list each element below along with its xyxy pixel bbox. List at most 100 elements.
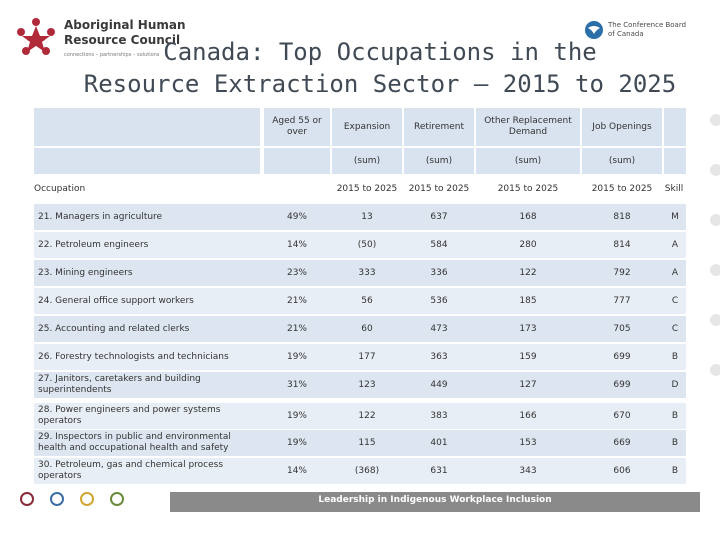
header-period-retirement: 2015 to 2025 — [408, 183, 470, 194]
cell-other-replacement: 159 — [519, 351, 537, 362]
board-name: The Conference Board of Canada — [608, 21, 687, 38]
cell-retirement: 363 — [430, 351, 448, 362]
cell-job-openings: 818 — [613, 211, 631, 222]
header-aged-col: Aged 55 or over — [264, 108, 330, 146]
cell-aged: 19% — [286, 410, 307, 421]
cell-retirement: 584 — [430, 239, 448, 250]
cell-retirement: 401 — [430, 437, 448, 448]
cell-expansion: 13 — [361, 211, 373, 222]
header-sum-openings: (sum) — [582, 148, 662, 174]
table-row — [34, 344, 686, 370]
cell-retirement: 631 — [430, 465, 448, 476]
cell-other-replacement: 168 — [519, 211, 537, 222]
table-row — [34, 288, 686, 314]
cell-expansion: (50) — [357, 239, 377, 250]
cell-job-openings: 814 — [613, 239, 631, 250]
footer-circle-green — [110, 492, 124, 506]
cell-aged: 19% — [286, 437, 307, 448]
page-title: Canada: Top Occupations in the Resource … — [60, 36, 700, 100]
cell-aged: 19% — [286, 351, 307, 362]
cell-job-openings: 699 — [613, 351, 631, 362]
header-sum-other: (sum) — [476, 148, 580, 174]
ahrc-emblem-icon — [17, 18, 55, 55]
cell-skill: D — [671, 379, 679, 390]
cell-occupation: 30. Petroleum, gas and chemical process … — [38, 460, 224, 481]
footer-banner-text: Leadership in Indigenous Workplace Inclu… — [318, 495, 552, 505]
cell-other-replacement: 185 — [519, 295, 537, 306]
cell-other-replacement: 153 — [519, 437, 537, 448]
header-blank-block-2 — [34, 148, 260, 174]
conference-board-logo: The Conference Board of Canada — [584, 20, 704, 46]
table-row — [34, 403, 686, 429]
cell-aged: 49% — [286, 211, 307, 222]
cell-retirement: 473 — [430, 323, 448, 334]
cell-skill: C — [671, 295, 679, 306]
header-sum-retirement: (sum) — [404, 148, 474, 174]
cell-retirement: 637 — [430, 211, 448, 222]
header-sum-expansion: (sum) — [332, 148, 402, 174]
table-row — [34, 260, 686, 286]
header-period-expansion: 2015 to 2025 — [336, 183, 398, 194]
cell-aged: 14% — [286, 465, 307, 476]
header-job-openings: Job Openings — [582, 108, 662, 146]
cell-skill: C — [671, 323, 679, 334]
cell-aged: 23% — [286, 267, 307, 278]
cell-expansion: 177 — [358, 351, 376, 362]
cell-skill: B — [671, 410, 679, 421]
cell-job-openings: 777 — [613, 295, 631, 306]
header-other-replacement: Other Replacement Demand — [476, 108, 580, 146]
cell-retirement: 336 — [430, 267, 448, 278]
cell-skill: B — [671, 351, 679, 362]
cell-expansion: 60 — [361, 323, 373, 334]
footer-circle-blue — [50, 492, 64, 506]
cell-job-openings: 699 — [613, 379, 631, 390]
footer-banner: Leadership in Indigenous Workplace Inclu… — [170, 492, 700, 512]
cell-aged: 14% — [286, 239, 307, 250]
cell-retirement: 449 — [430, 379, 448, 390]
cell-job-openings: 705 — [613, 323, 631, 334]
cell-retirement: 536 — [430, 295, 448, 306]
table-row — [34, 372, 686, 398]
cell-occupation: 28. Power engineers and power systems op… — [38, 405, 221, 426]
cell-job-openings: 606 — [613, 465, 631, 476]
header-expansion: Expansion — [332, 108, 402, 146]
occupations-table: Aged 55 or over Expansion Retirement Oth… — [34, 108, 686, 484]
cell-skill: A — [671, 267, 679, 278]
cell-occupation: 27. Janitors, caretakers and building su… — [38, 374, 201, 395]
cell-expansion: 115 — [358, 437, 376, 448]
cell-occupation: 26. Forestry technologists and technicia… — [38, 351, 229, 362]
cell-other-replacement: 280 — [519, 239, 537, 250]
cell-occupation: 29. Inspectors in public and environment… — [38, 432, 231, 453]
cell-occupation: 22. Petroleum engineers — [38, 239, 149, 250]
cell-other-replacement: 173 — [519, 323, 537, 334]
footer-circle-red — [20, 492, 34, 506]
cell-job-openings: 669 — [613, 437, 631, 448]
cell-skill: B — [671, 437, 679, 448]
cell-aged: 21% — [286, 323, 307, 334]
table-row — [34, 430, 686, 456]
table-row — [34, 204, 686, 230]
table-row — [34, 316, 686, 342]
cell-other-replacement: 127 — [519, 379, 537, 390]
cell-expansion: (368) — [354, 465, 380, 476]
cell-other-replacement: 166 — [519, 410, 537, 421]
cell-occupation: 24. General office support workers — [38, 295, 194, 306]
header-aged-sum-blank — [264, 148, 330, 174]
cell-job-openings: 670 — [613, 410, 631, 421]
cell-expansion: 56 — [361, 295, 373, 306]
globe-icon — [585, 21, 603, 39]
cell-job-openings: 792 — [613, 267, 631, 278]
header-skill-blank — [664, 108, 686, 146]
header-skill: Skill — [664, 183, 684, 194]
cell-skill: A — [671, 239, 679, 250]
header-retirement: Retirement — [404, 108, 474, 146]
header-period-openings: 2015 to 2025 — [591, 183, 653, 194]
cell-aged: 31% — [286, 379, 307, 390]
cell-expansion: 122 — [358, 410, 376, 421]
cell-skill: B — [671, 465, 679, 476]
cell-other-replacement: 343 — [519, 465, 537, 476]
title-line-1: Canada: Top Occupations in the — [163, 38, 597, 66]
org-name: Aboriginal Human Resource Council — [64, 18, 186, 47]
cell-expansion: 123 — [358, 379, 376, 390]
table-row — [34, 458, 686, 484]
